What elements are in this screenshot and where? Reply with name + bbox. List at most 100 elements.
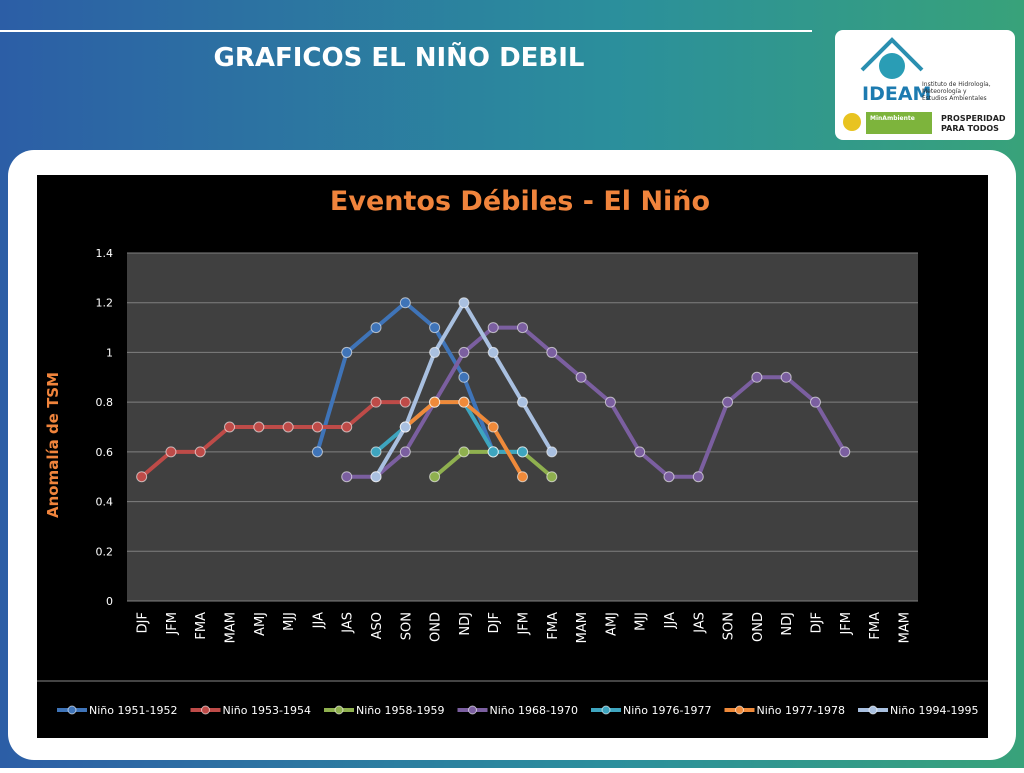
legend-label: Niño 1968-1970: [490, 704, 578, 717]
data-point: [399, 446, 411, 458]
logo-subtitle: Instituto de Hidrología,: [922, 81, 991, 88]
data-point: [458, 371, 470, 383]
data-point: [429, 471, 441, 483]
data-point: [487, 421, 499, 433]
data-point: [751, 371, 763, 383]
data-point: [809, 396, 821, 408]
data-point: [399, 396, 411, 408]
data-point: [341, 421, 353, 433]
x-tick-label: SON: [722, 612, 737, 640]
x-tick-label: MAM: [897, 612, 912, 643]
y-tick-label: 0.4: [96, 496, 114, 509]
data-point: [429, 346, 441, 358]
y-tick-label: 1.2: [96, 297, 114, 310]
data-point: [399, 421, 411, 433]
data-point: [370, 446, 382, 458]
data-point: [780, 371, 792, 383]
legend-marker: [334, 705, 344, 715]
data-point: [341, 346, 353, 358]
x-tick-label: JJA: [311, 612, 326, 629]
x-tick-label: JJA: [663, 612, 678, 629]
x-tick-label: MJJ: [634, 612, 649, 631]
shield: [843, 113, 861, 131]
x-tick-label: AMJ: [604, 612, 619, 636]
data-point: [663, 471, 675, 483]
legend-label: Niño 1977-1978: [757, 704, 845, 717]
x-tick-label: MAM: [575, 612, 590, 643]
x-tick-label: JFM: [839, 612, 854, 636]
data-point: [634, 446, 646, 458]
legend-label: Niño 1958-1959: [356, 704, 444, 717]
ministry-box: [866, 112, 932, 134]
x-tick-label: MAM: [224, 612, 239, 643]
data-point: [546, 471, 558, 483]
x-tick-label: DJF: [136, 612, 151, 633]
logo-icon: [879, 53, 905, 79]
data-point: [370, 396, 382, 408]
y-tick-label: 0.8: [96, 396, 114, 409]
x-tick-label: JFM: [517, 612, 532, 636]
x-tick-label: OND: [751, 612, 766, 642]
x-tick-label: NDJ: [780, 612, 795, 636]
chart-title: Eventos Débiles - El Niño: [330, 186, 710, 217]
data-point: [282, 421, 294, 433]
data-point: [546, 446, 558, 458]
data-point: [458, 346, 470, 358]
logo-name: IDEAM: [862, 83, 931, 105]
data-point: [517, 471, 528, 483]
data-point: [136, 471, 148, 483]
data-point: [839, 446, 851, 458]
x-tick-label: NDJ: [458, 612, 473, 636]
data-point: [458, 297, 470, 309]
y-tick-label: 0.6: [96, 446, 114, 459]
y-tick-label: 0.2: [96, 545, 114, 558]
legend-marker: [67, 705, 77, 715]
data-point: [194, 446, 206, 458]
data-point: [253, 421, 265, 433]
data-point: [399, 297, 411, 309]
data-point: [517, 322, 528, 334]
data-point: [546, 346, 558, 358]
legend-marker: [868, 705, 878, 715]
x-tick-label: OND: [429, 612, 444, 642]
logo-subtitle: Meteorología y: [922, 88, 967, 95]
data-point: [517, 396, 528, 408]
legend-label: Niño 1953-1954: [223, 704, 311, 717]
data-point: [165, 446, 177, 458]
ministry: MinAmbiente: [870, 115, 915, 122]
x-tick-label: DJF: [487, 612, 502, 633]
data-point: [370, 322, 382, 334]
data-point: [692, 471, 704, 483]
x-tick-label: FMA: [868, 612, 883, 640]
x-tick-label: ASO: [370, 612, 385, 639]
x-tick-label: DJF: [809, 612, 824, 633]
legend-label: Niño 1951-1952: [89, 704, 177, 717]
data-point: [458, 396, 470, 408]
x-tick-label: FMA: [194, 612, 209, 640]
y-axis-label: Anomalía de TSM: [44, 372, 62, 518]
data-point: [517, 446, 528, 458]
x-tick-label: AMJ: [253, 612, 268, 636]
legend-label: Niño 1994-1995: [890, 704, 978, 717]
legend-label: Niño 1976-1977: [623, 704, 711, 717]
logo-subtitle: Estudios Ambientales: [922, 95, 987, 102]
data-point: [722, 396, 734, 408]
x-tick-label: FMA: [546, 612, 561, 640]
slogan: PROSPERIDAD: [941, 114, 1006, 123]
slogan: PARA TODOS: [941, 124, 999, 133]
data-point: [604, 396, 616, 408]
y-tick-label: 0: [106, 595, 113, 608]
legend-marker: [201, 705, 210, 715]
y-tick-label: 1.4: [96, 247, 114, 260]
data-point: [487, 346, 499, 358]
logo-roof: [860, 37, 924, 72]
data-point: [487, 322, 499, 334]
legend-marker: [735, 705, 744, 715]
data-point: [429, 396, 441, 408]
legend-marker: [601, 705, 611, 715]
y-tick-label: 1: [106, 346, 113, 359]
data-point: [311, 446, 323, 458]
x-tick-label: JAS: [692, 612, 707, 634]
data-point: [341, 471, 353, 483]
